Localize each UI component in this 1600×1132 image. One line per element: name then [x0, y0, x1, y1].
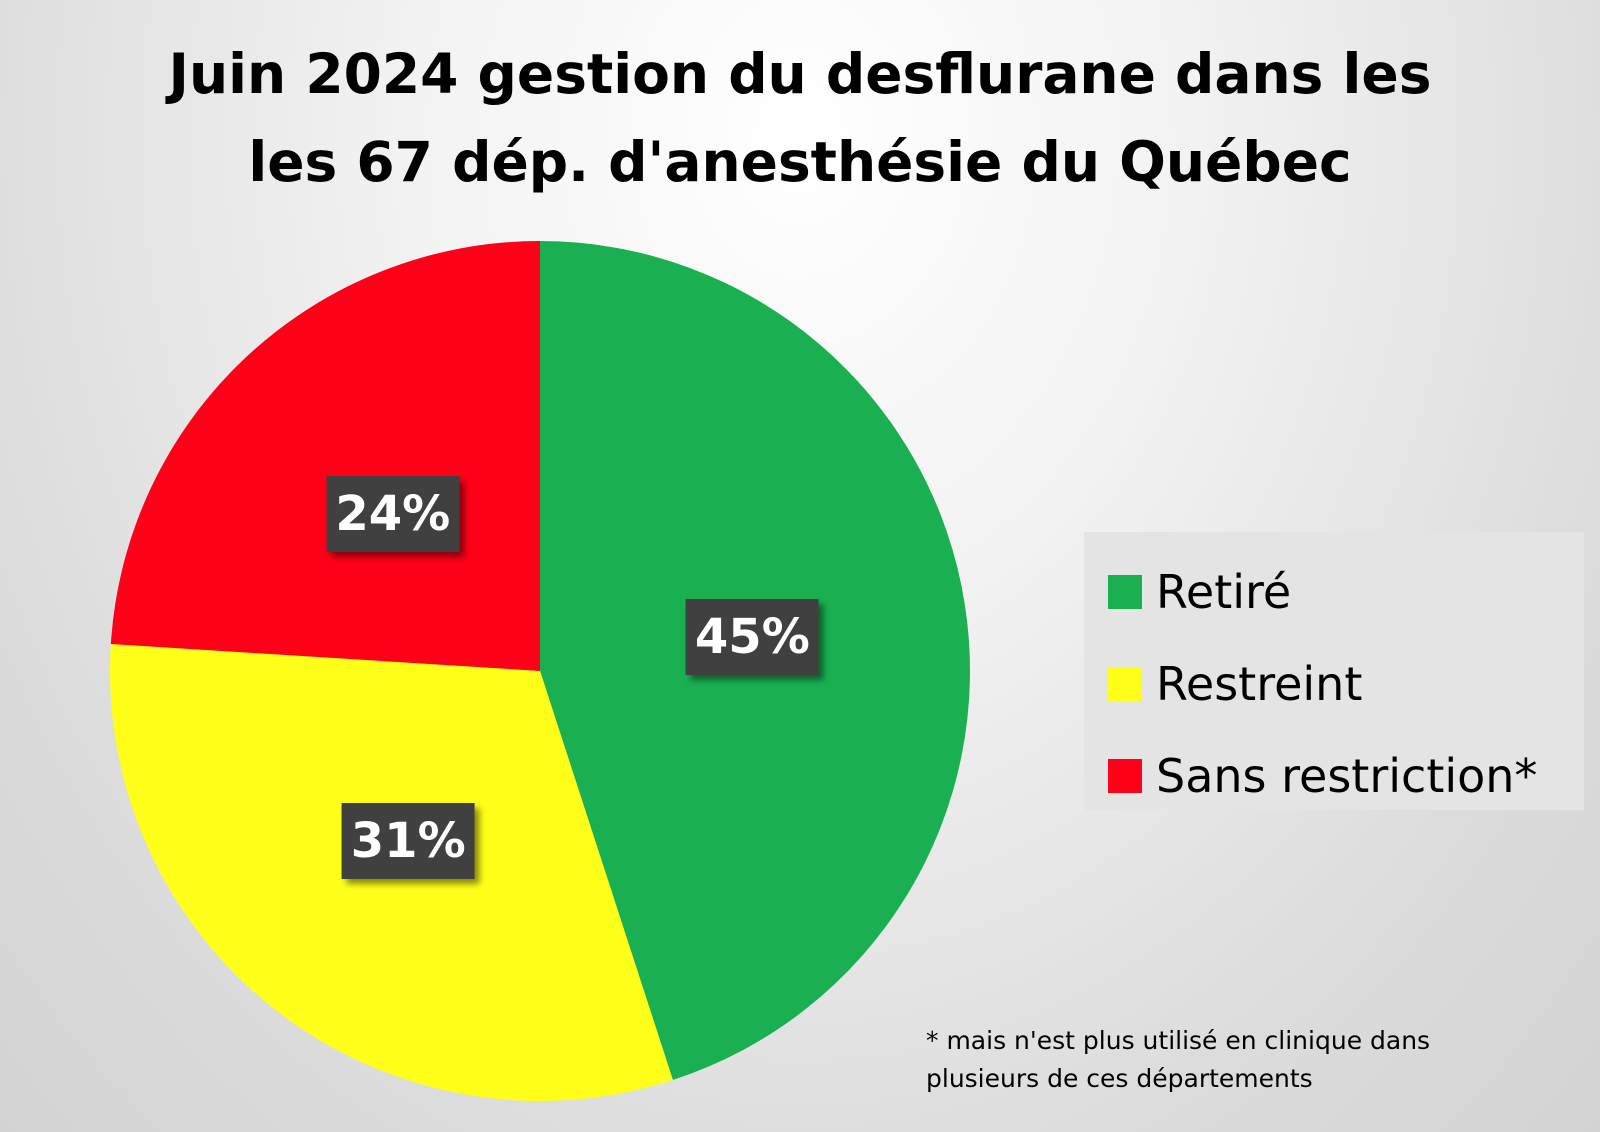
legend-label-sans-restriction: Sans restriction*	[1156, 749, 1538, 803]
pie-slice-sans-restriction	[110, 241, 540, 671]
legend-swatch-sans-restriction	[1108, 759, 1142, 793]
legend: Retiré Restreint Sans restriction*	[1084, 532, 1584, 810]
footnote: * mais n'est plus utilisé en clinique da…	[926, 1022, 1566, 1098]
legend-label-restreint: Restreint	[1156, 657, 1363, 711]
data-label-retire: 45%	[685, 599, 819, 676]
chart-title-line-1: Juin 2024 gestion du desflurane dans les	[168, 42, 1432, 106]
legend-label-retire: Retiré	[1156, 565, 1292, 619]
legend-swatch-restreint	[1108, 667, 1142, 701]
legend-item-restreint: Restreint	[1084, 638, 1584, 730]
footnote-line-1: * mais n'est plus utilisé en clinique da…	[926, 1026, 1431, 1055]
chart-title: Juin 2024 gestion du desflurane dans les…	[0, 30, 1600, 206]
legend-item-retire: Retiré	[1084, 546, 1584, 638]
data-label-restreint: 31%	[341, 802, 475, 879]
legend-swatch-retire	[1108, 575, 1142, 609]
footnote-line-2: plusieurs de ces départements	[926, 1064, 1313, 1093]
chart-title-line-2: les 67 dép. d'anesthésie du Québec	[248, 130, 1352, 194]
legend-item-sans-restriction: Sans restriction*	[1084, 730, 1584, 822]
data-label-sans-restriction: 24%	[326, 476, 460, 553]
